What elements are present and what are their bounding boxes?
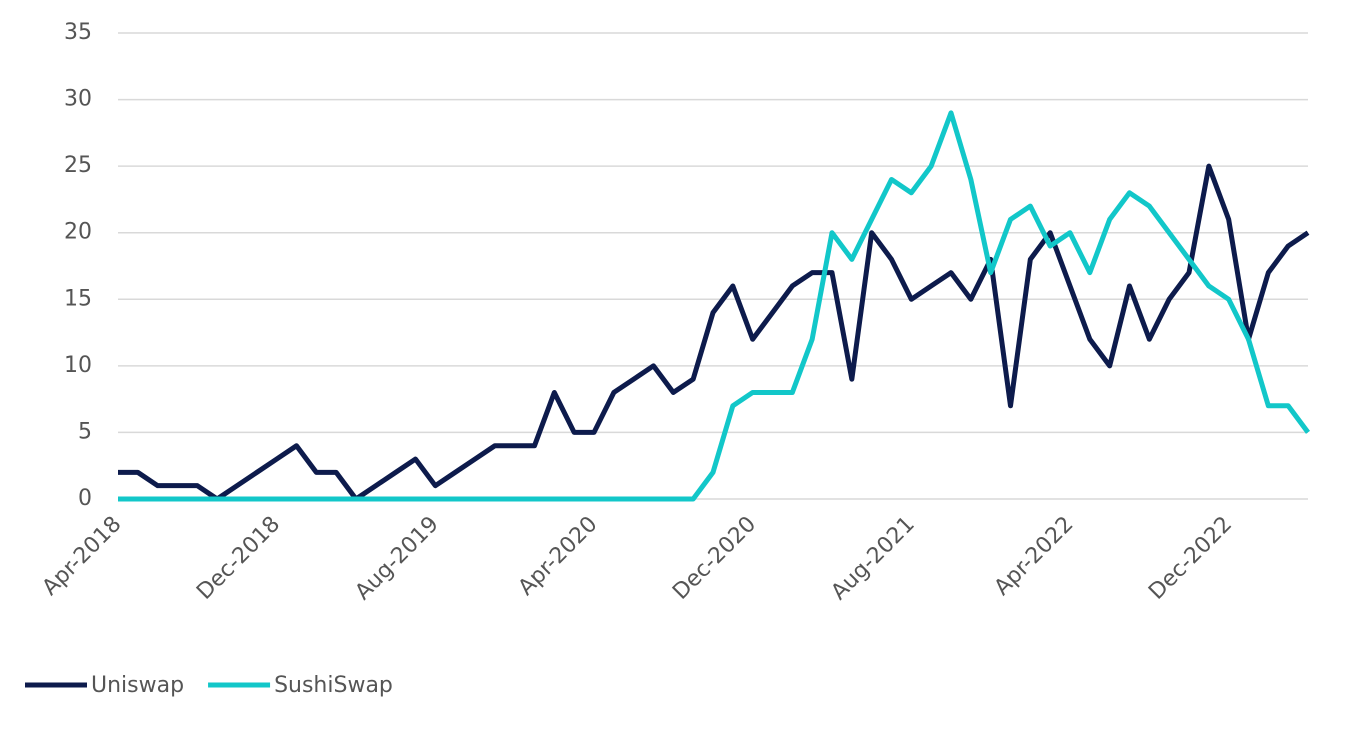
y-tick-label: 30 — [64, 87, 92, 112]
legend-label: Uniswap — [91, 673, 184, 698]
x-tick-label: Dec-2020 — [668, 512, 761, 605]
y-tick-label: 10 — [64, 353, 92, 378]
series-line — [118, 110, 1311, 502]
x-tick-label: Apr-2020 — [514, 512, 603, 601]
y-tick-label: 35 — [64, 20, 92, 45]
x-tick-label: Dec-2022 — [1144, 512, 1237, 605]
x-tick-label: Apr-2022 — [990, 512, 1079, 601]
y-tick-label: 0 — [78, 486, 92, 511]
y-tick-label: 20 — [64, 220, 92, 245]
x-tick-label: Aug-2019 — [351, 512, 444, 605]
x-tick-label: Apr-2018 — [38, 512, 127, 601]
series-line — [118, 163, 1310, 502]
y-tick-label: 5 — [78, 419, 92, 444]
x-tick-label: Dec-2018 — [192, 512, 285, 605]
y-tick-label: 25 — [64, 153, 92, 178]
x-tick-label: Aug-2021 — [827, 512, 920, 605]
y-tick-label: 15 — [64, 286, 92, 311]
legend-label: SushiSwap — [274, 673, 393, 698]
